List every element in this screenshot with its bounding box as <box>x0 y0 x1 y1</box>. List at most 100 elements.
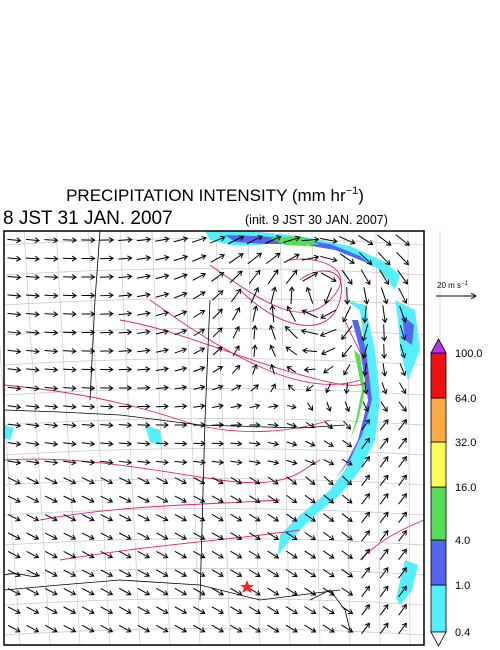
wind-arrow <box>7 422 22 429</box>
wind-arrow <box>324 287 333 305</box>
wind-arrow <box>44 495 58 503</box>
map <box>0 230 441 646</box>
wind-arrow <box>304 531 316 541</box>
wind-arrow <box>379 604 389 616</box>
wind-arrow <box>343 382 350 395</box>
wind-arrow <box>211 569 224 577</box>
wind-arrow <box>26 624 40 633</box>
wind-arrow <box>398 456 407 468</box>
wind-arrow <box>26 569 40 577</box>
wind-arrow <box>230 495 243 503</box>
wind-arrow <box>268 324 276 340</box>
wind-arrow <box>398 437 407 449</box>
colorbar-label: 0.4 <box>455 627 470 639</box>
wind-arrow <box>285 606 298 614</box>
wind-arrow <box>118 606 132 614</box>
colorbar-over <box>430 338 447 354</box>
wind-arrow <box>44 477 58 485</box>
wind-arrow <box>63 366 77 373</box>
wind-arrow <box>323 513 335 522</box>
wind-arrow <box>119 495 132 503</box>
scale-arrowhead <box>470 292 477 300</box>
wind-arrow <box>25 292 40 299</box>
wind-arrow <box>7 366 22 373</box>
wind-arrow <box>270 286 277 304</box>
wind-arrow <box>137 422 151 429</box>
wind-arrow <box>248 550 261 559</box>
isobar <box>39 499 281 521</box>
colorbar-label: 16.0 <box>455 482 476 494</box>
wind-arrow <box>156 477 169 485</box>
wind-arrow <box>155 310 170 317</box>
wind-arrow <box>193 459 206 466</box>
scale-label: 20 m s−1 <box>437 281 469 290</box>
wind-arrow <box>267 550 280 559</box>
wind-arrow <box>267 606 280 614</box>
wind-arrow <box>362 382 369 395</box>
wind-arrow <box>361 419 370 431</box>
wind-arrow <box>137 550 151 559</box>
wind-arrow <box>100 366 114 373</box>
wind-arrow <box>81 569 95 577</box>
wind-arrow <box>248 569 261 577</box>
wind-arrow <box>192 291 206 300</box>
grid-line <box>375 230 381 646</box>
wind-arrow <box>379 474 389 486</box>
wind-arrow <box>118 624 132 633</box>
wind-arrow <box>100 422 114 429</box>
grid-line <box>3 628 425 636</box>
wind-arrow <box>156 422 169 428</box>
wind-arrow <box>251 324 258 340</box>
wind-arrow <box>381 343 388 360</box>
wind-arrow <box>211 290 224 301</box>
wind-arrow <box>136 273 151 280</box>
wind-arrow <box>63 477 77 485</box>
wind-arrow <box>286 305 296 322</box>
wind-arrow <box>100 495 114 503</box>
wind-arrow <box>287 403 297 410</box>
wind-arrow <box>248 587 261 596</box>
wind-arrow <box>361 567 370 579</box>
wind-arrow <box>44 551 58 559</box>
wind-arrow <box>137 495 151 503</box>
wind-arrow <box>119 514 132 522</box>
wind-arrow <box>7 274 22 281</box>
wind-arrow <box>304 587 317 596</box>
precip-area <box>270 236 320 246</box>
wind-arrow <box>267 513 279 522</box>
wind-arrow <box>247 252 262 265</box>
wind-arrow <box>174 532 187 540</box>
precip-area <box>145 425 162 445</box>
wind-arrow <box>230 624 243 633</box>
wind-arrow <box>26 403 40 410</box>
wind-arrow <box>62 292 77 299</box>
wind-arrow <box>376 234 392 246</box>
wind-arrow <box>44 255 59 262</box>
wind-arrow <box>342 439 353 448</box>
title-text: PRECIPITATION INTENSITY (mm hr <box>66 186 346 205</box>
wind-arrow <box>362 305 368 324</box>
wind-arrow <box>26 477 40 485</box>
wind-arrow <box>230 288 242 303</box>
wind-arrow <box>155 291 170 298</box>
grid-line <box>3 568 425 576</box>
wind-arrow <box>137 310 151 317</box>
colorbar-label: 32.0 <box>455 437 476 449</box>
wind-arrow <box>398 604 407 616</box>
wind-arrow <box>44 587 58 596</box>
wind-arrow <box>26 385 40 392</box>
wind-arrow <box>398 622 407 634</box>
wind-arrow <box>322 550 335 559</box>
wind-arrow <box>267 532 280 540</box>
wind-arrow <box>155 366 169 373</box>
wind-arrow <box>174 477 187 485</box>
wind-arrow <box>341 568 354 578</box>
wind-arrow <box>305 421 315 429</box>
wind-arrow <box>397 269 408 285</box>
wind-arrow <box>285 569 298 578</box>
wind-arrow <box>379 585 389 597</box>
wind-arrow <box>320 347 336 356</box>
wind-arrow <box>63 606 77 614</box>
wind-arrow <box>137 514 151 522</box>
grid-line <box>3 538 425 546</box>
